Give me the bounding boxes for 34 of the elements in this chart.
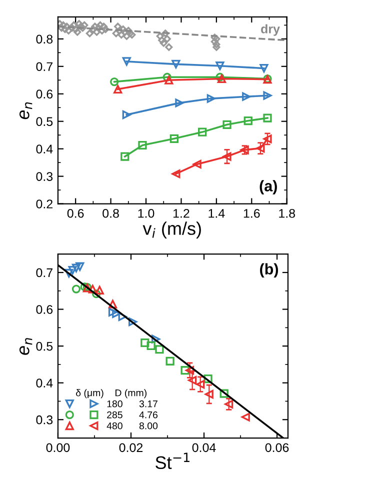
x-tick-label: 0.06 bbox=[265, 443, 289, 452]
x-axis-title: St$^{−1}$ bbox=[156, 452, 190, 470]
x-tick-label: 0.8 bbox=[102, 208, 119, 218]
y-axis-title: e$_{n}$ bbox=[19, 338, 32, 355]
annotation: (b) bbox=[260, 263, 278, 278]
legend-label: 480 8.00 bbox=[106, 422, 158, 430]
x-axis-title: v$_{i}$ (m/s) bbox=[142, 222, 201, 238]
annotation: dry bbox=[261, 24, 280, 36]
legend-label: 180 3.17 bbox=[107, 400, 158, 408]
x-tick-label: 1.6 bbox=[244, 208, 260, 218]
x-tick-label: 1.8 bbox=[279, 208, 296, 218]
y-tick-label: 0.3 bbox=[36, 172, 53, 181]
annotation: (a) bbox=[260, 180, 277, 194]
y-tick-label: 0.2 bbox=[36, 200, 52, 208]
legend-title: δ (μm) D (mm) bbox=[76, 389, 146, 398]
y-tick-label: 0.6 bbox=[36, 305, 53, 314]
x-tick-label: 0.02 bbox=[119, 443, 143, 452]
y-tick-label: 0.8 bbox=[36, 34, 53, 44]
y-axis-title: e$_{n}$ bbox=[19, 102, 32, 120]
y-tick-label: 0.5 bbox=[36, 342, 53, 351]
x-tick-label: 1.2 bbox=[173, 208, 190, 218]
y-tick-label: 0.7 bbox=[36, 62, 52, 72]
x-tick-label: 1.4 bbox=[208, 209, 225, 218]
x-tick-label: 0.00 bbox=[46, 443, 70, 452]
y-tick-label: 0.4 bbox=[36, 378, 53, 388]
x-tick-label: 1.0 bbox=[138, 208, 154, 218]
legend-label: 285 4.76 bbox=[107, 411, 158, 418]
y-tick-label: 0.5 bbox=[36, 117, 53, 126]
y-tick-label: 0.6 bbox=[36, 90, 53, 99]
x-tick-label: 0.04 bbox=[192, 443, 216, 452]
y-tick-label: 0.7 bbox=[36, 268, 52, 278]
y-tick-label: 0.4 bbox=[36, 144, 53, 154]
x-tick-label: 0.6 bbox=[67, 208, 84, 218]
y-tick-label: 0.3 bbox=[36, 415, 53, 424]
